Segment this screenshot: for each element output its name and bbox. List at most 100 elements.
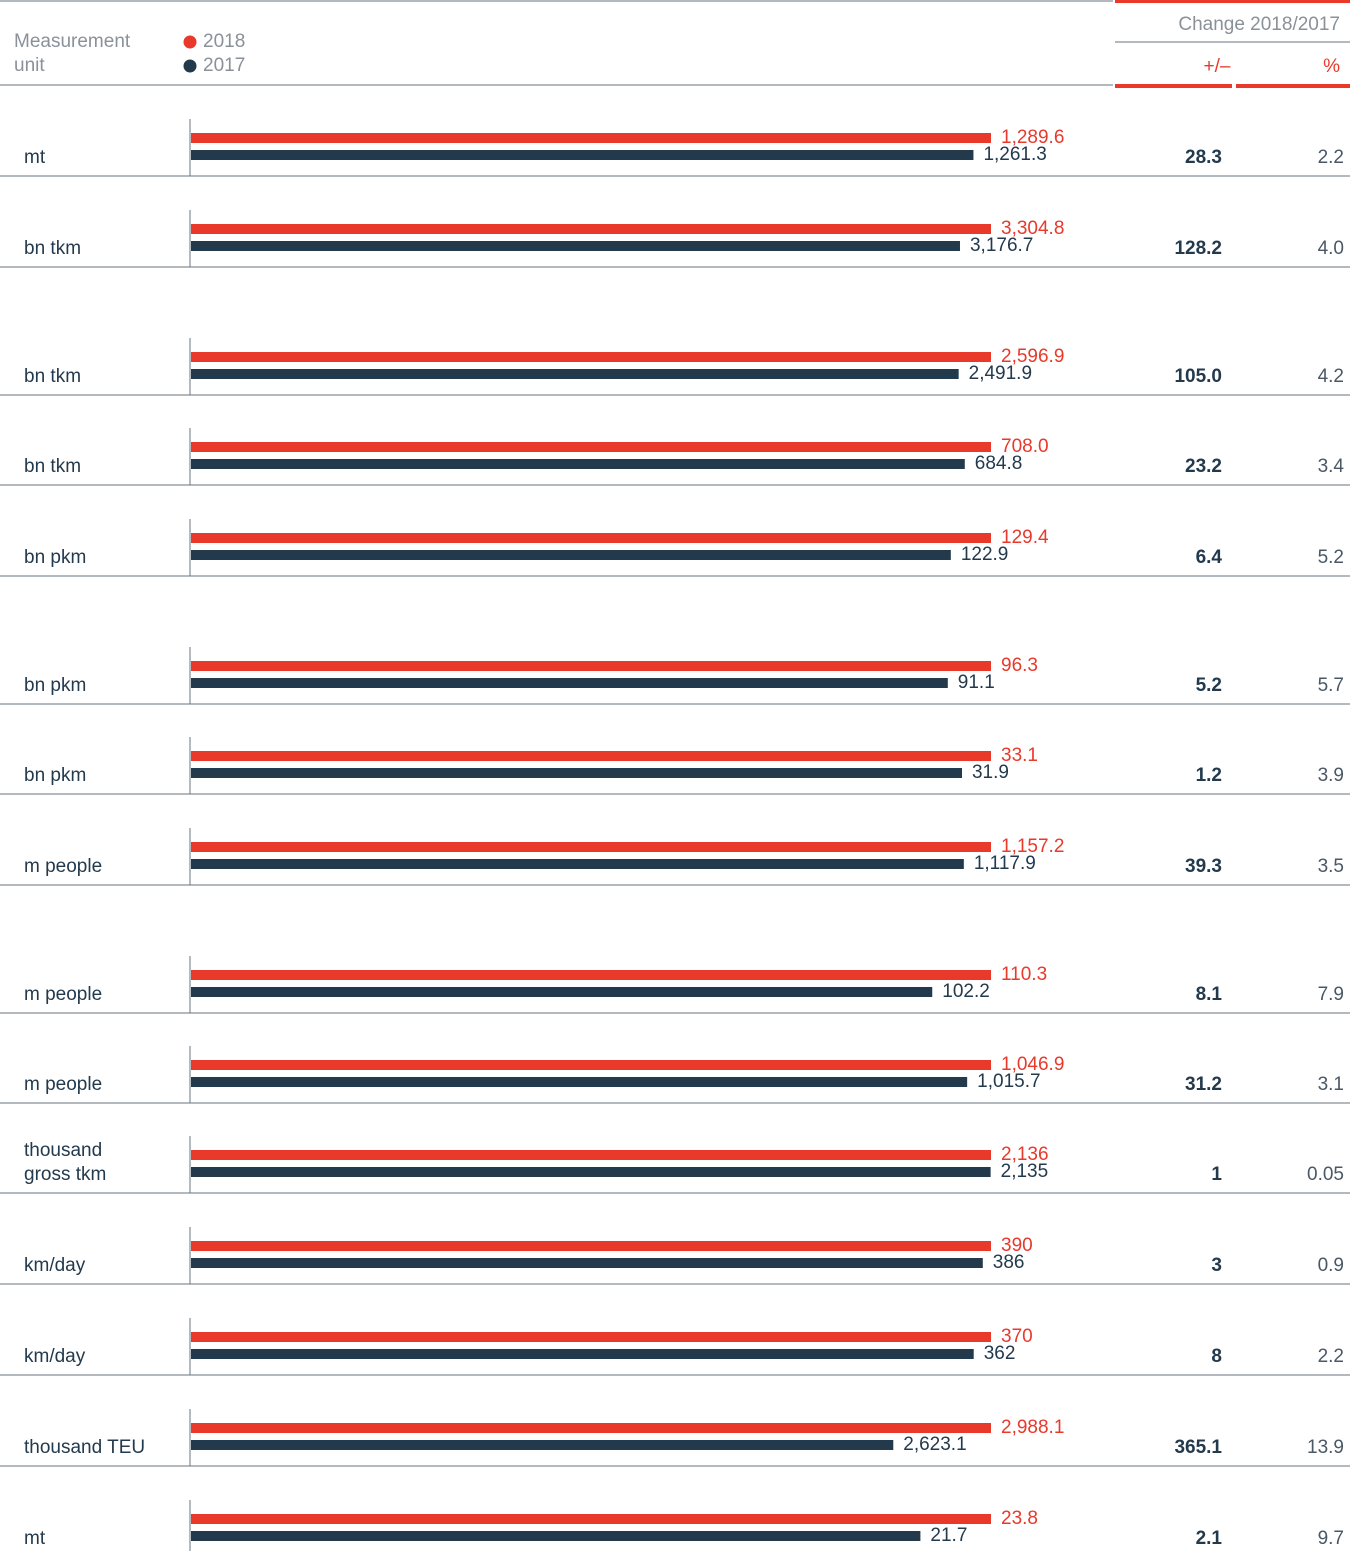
bar <box>191 1258 983 1268</box>
bar <box>191 224 991 234</box>
unit-label: m people <box>24 1074 102 1095</box>
unit-label: bn tkm <box>24 366 81 387</box>
value-label: 31.9 <box>972 762 1009 783</box>
bar <box>191 459 965 469</box>
change-value: 2.1 <box>1196 1528 1223 1549</box>
legend-dot <box>183 59 197 73</box>
bar <box>191 1150 991 1160</box>
change-value: 105.0 <box>1174 366 1222 387</box>
change-value: 28.3 <box>1185 147 1222 168</box>
bar <box>191 1349 974 1359</box>
value-label: 21.7 <box>930 1525 967 1546</box>
bar <box>191 150 974 160</box>
bar <box>191 1423 991 1433</box>
legend-label: 2018 <box>203 31 245 52</box>
bar <box>191 352 991 362</box>
value-label: 3,304.8 <box>1001 218 1064 239</box>
bar <box>191 751 991 761</box>
bar <box>191 442 991 452</box>
bar <box>191 1060 991 1070</box>
unit-label: thousand TEU <box>24 1437 145 1458</box>
value-label: 708.0 <box>1001 436 1049 457</box>
change-value: 31.2 <box>1185 1074 1222 1095</box>
bar <box>191 859 964 869</box>
percent-value: 0.05 <box>1307 1164 1344 1185</box>
bar <box>191 768 962 778</box>
percent-value: 3.9 <box>1318 765 1344 786</box>
bar <box>191 1332 991 1342</box>
value-label: 96.3 <box>1001 655 1038 676</box>
percent-value: 0.9 <box>1318 1255 1344 1276</box>
bar <box>191 1167 991 1177</box>
percent-value: 2.2 <box>1318 147 1344 168</box>
bar <box>191 1440 894 1450</box>
change-value: 365.1 <box>1174 1437 1222 1458</box>
percent-value: 4.0 <box>1318 238 1344 259</box>
change-value: 8.1 <box>1196 984 1223 1005</box>
bar <box>191 678 948 688</box>
change-value: 5.2 <box>1196 675 1222 696</box>
unit-label: bn pkm <box>24 765 86 786</box>
unit-label: bn tkm <box>24 238 81 259</box>
percent-value: 4.2 <box>1318 366 1344 387</box>
value-label: 2,596.9 <box>1001 346 1064 367</box>
value-label: 2,988.1 <box>1001 1417 1064 1438</box>
value-label: 23.8 <box>1001 1508 1038 1529</box>
bar <box>191 970 991 980</box>
bar <box>191 1514 991 1524</box>
change-col-header: +/– <box>1204 56 1231 77</box>
unit-label: bn pkm <box>24 547 86 568</box>
value-label: 1,261.3 <box>983 144 1046 165</box>
legend-label: 2017 <box>203 55 245 76</box>
percent-col-header: % <box>1323 56 1340 77</box>
bar <box>191 1241 991 1251</box>
bar <box>191 987 933 997</box>
value-label: 386 <box>993 1252 1025 1273</box>
percent-value: 7.9 <box>1318 984 1344 1005</box>
unit-label: mt <box>24 1528 46 1549</box>
value-label: 370 <box>1001 1326 1033 1347</box>
change-value: 1 <box>1211 1164 1222 1185</box>
unit-label: km/day <box>24 1255 86 1276</box>
percent-value: 9.7 <box>1318 1528 1344 1549</box>
bar <box>191 241 960 251</box>
percent-value: 5.7 <box>1318 675 1344 696</box>
unit-label: m people <box>24 984 102 1005</box>
value-label: 129.4 <box>1001 527 1049 548</box>
change-value: 3 <box>1211 1255 1222 1276</box>
change-value: 128.2 <box>1174 238 1222 259</box>
value-label: 362 <box>984 1343 1016 1364</box>
value-label: 110.3 <box>1001 964 1047 985</box>
percent-value: 3.4 <box>1318 456 1345 477</box>
value-label: 2,623.1 <box>903 1434 966 1455</box>
unit-label: km/day <box>24 1346 86 1367</box>
unit-label: thousand gross tkm <box>24 1140 106 1185</box>
percent-value: 13.9 <box>1307 1437 1344 1458</box>
change-value: 39.3 <box>1185 856 1222 877</box>
bar <box>191 550 951 560</box>
value-label: 102.2 <box>942 981 990 1002</box>
unit-label: bn tkm <box>24 456 81 477</box>
unit-header: Measurement unit <box>14 31 131 76</box>
value-label: 2,136 <box>1001 1144 1049 1165</box>
value-label: 2,135 <box>1001 1161 1049 1182</box>
value-label: 122.9 <box>961 544 1009 565</box>
percent-value: 2.2 <box>1318 1346 1344 1367</box>
bar <box>191 1531 921 1541</box>
unit-label: bn pkm <box>24 675 86 696</box>
change-value: 8 <box>1211 1346 1222 1367</box>
legend-dot <box>183 35 197 49</box>
bar <box>191 661 991 671</box>
change-value: 23.2 <box>1185 456 1222 477</box>
value-label: 91.1 <box>958 672 995 693</box>
bar <box>191 369 959 379</box>
value-label: 1,117.9 <box>974 853 1036 874</box>
percent-value: 3.5 <box>1318 856 1344 877</box>
value-label: 1,046.9 <box>1001 1054 1064 1075</box>
change-header: Change 2018/2017 <box>1178 14 1340 35</box>
bar <box>191 1077 968 1087</box>
bar <box>191 533 991 543</box>
percent-value: 5.2 <box>1318 547 1344 568</box>
value-label: 684.8 <box>975 453 1023 474</box>
